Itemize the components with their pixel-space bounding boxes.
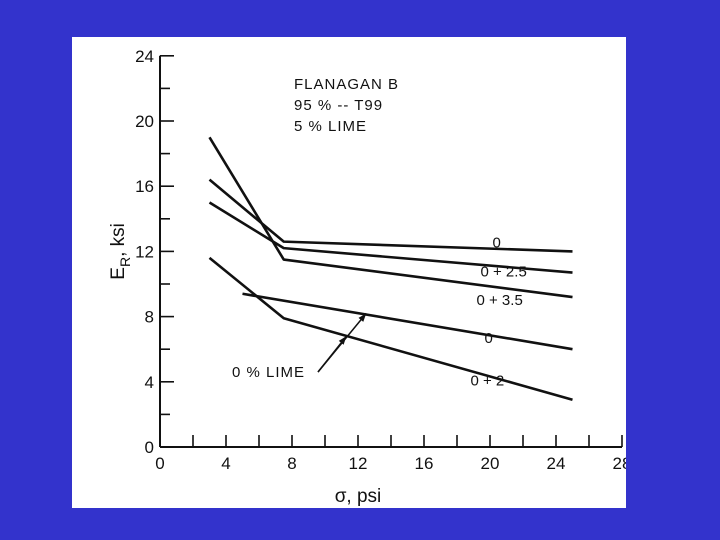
x-tick-label: 4 — [221, 454, 230, 473]
series-labels: 0 0 + 2.5 0 + 3.5 0 0 + 2 — [471, 234, 527, 389]
series-line-1 — [208, 201, 573, 274]
series-label-3: 0 — [485, 330, 493, 347]
y-tick-label: 24 — [135, 47, 154, 66]
annotation-line: FLANAGAN B — [294, 76, 399, 93]
x-tick-label: 24 — [547, 454, 566, 473]
series-lines — [208, 136, 573, 401]
pointer-arrowhead — [358, 313, 367, 322]
y-tick-label: 0 — [145, 438, 154, 457]
series-line-2 — [208, 136, 573, 299]
x-tick-label: 0 — [155, 454, 164, 473]
y-tick-label: 16 — [135, 177, 154, 196]
series-label-2: 0 + 3.5 — [477, 292, 523, 309]
axis-ticks: 0 4 8 12 16 20 24 0 4 8 12 16 20 24 28 — [135, 47, 626, 473]
slide-panel: 0 4 8 12 16 20 24 0 4 8 12 16 20 24 28 FLANAGAN B 95 % … — [72, 37, 626, 508]
chart-annotation: FLANAGAN B 95 % -- T99 5 % LIME — [294, 76, 399, 135]
x-tick-label: 28 — [613, 454, 626, 473]
series-line-0 — [208, 178, 573, 253]
axis-labels: σ, psi ER, ksi — [108, 223, 381, 507]
y-tick-label: 4 — [145, 373, 154, 392]
er-vs-stress-chart: 0 4 8 12 16 20 24 0 4 8 12 16 20 24 28 FLANAGAN B 95 % … — [108, 47, 626, 507]
y-axis-label-subscript: R — [117, 257, 133, 267]
y-tick-label: 20 — [135, 112, 154, 131]
annotation-line: 95 % -- T99 — [294, 97, 383, 114]
lime-pointer-label: 0 % LIME — [232, 364, 305, 381]
x-tick-label: 20 — [481, 454, 500, 473]
x-axis-label: σ, psi — [335, 486, 382, 507]
y-axis-label-main: E — [108, 267, 129, 280]
pointer-arrowhead — [338, 336, 347, 345]
series-line-4 — [208, 256, 573, 401]
series-label-4: 0 + 2 — [471, 373, 505, 390]
lime-pointer: 0 % LIME — [232, 312, 367, 381]
annotation-line: 5 % LIME — [294, 118, 367, 135]
x-tick-label: 8 — [287, 454, 296, 473]
series-label-1: 0 + 2.5 — [481, 264, 527, 281]
y-axis-label-unit: , ksi — [108, 223, 129, 257]
y-tick-label: 8 — [145, 308, 154, 327]
series-line-3 — [242, 292, 573, 351]
y-axis-label: ER, ksi — [108, 223, 133, 280]
series-label-0: 0 — [493, 234, 501, 251]
y-tick-label: 12 — [135, 242, 154, 261]
x-tick-label: 16 — [415, 454, 434, 473]
x-tick-label: 12 — [349, 454, 368, 473]
